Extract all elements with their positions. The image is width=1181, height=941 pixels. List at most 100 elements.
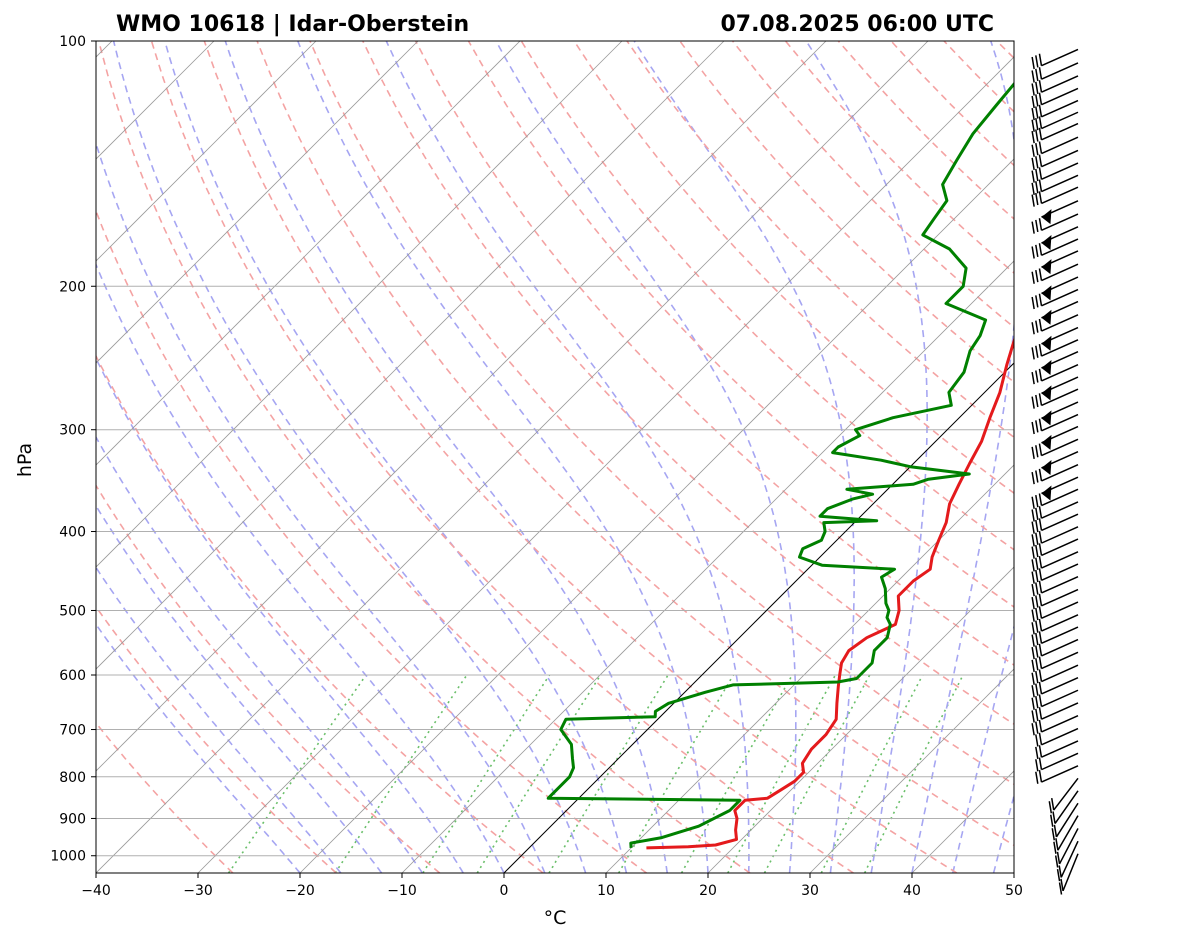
wind-barb-flag	[1035, 532, 1039, 545]
wind-barb-flag	[1038, 293, 1043, 306]
wind-barb-flag	[1038, 531, 1043, 544]
wind-barb-flag	[1035, 270, 1039, 283]
isotherm-line	[96, 41, 419, 364]
mixing-ratio-lines	[227, 674, 964, 873]
wind-barb-flag	[1035, 81, 1039, 94]
moist-adiabat	[96, 435, 424, 873]
wind-barb-flag	[1031, 421, 1035, 435]
wind-barb-flag	[1038, 343, 1043, 357]
wind-barb-staff	[1041, 575, 1079, 594]
wind-barb-staff	[1041, 651, 1079, 670]
wind-barb-staff	[1041, 263, 1079, 282]
wind-barb-flag	[1035, 394, 1039, 408]
wind-barb-flag	[1031, 396, 1035, 409]
wind-barb-flag	[1031, 144, 1035, 157]
wind-barb-flag	[1038, 179, 1043, 192]
moist-adiabat	[385, 41, 750, 873]
wind-barb-staff	[1041, 174, 1079, 193]
isotherm-line	[299, 158, 1014, 873]
dry-adiabat	[1155, 41, 1181, 873]
wind-barb-flag	[1031, 119, 1035, 132]
wind-barb-flag	[1035, 295, 1039, 308]
wind-barb-flag	[1035, 759, 1039, 772]
wind-barb-staff	[1041, 75, 1079, 93]
wind-barb-flag	[1031, 509, 1035, 522]
wind-barb-flag	[1038, 116, 1043, 129]
wind-barb-pennant	[1041, 235, 1052, 251]
wind-barb-staff	[1057, 815, 1079, 851]
wind-barb-flag	[1038, 681, 1043, 695]
wind-barb-flag	[1035, 420, 1039, 433]
wind-barb-staff	[1041, 314, 1079, 332]
wind-barb-flag	[1052, 811, 1056, 824]
moist-adiabat	[495, 41, 797, 873]
wind-barb-flag	[1031, 596, 1035, 610]
wind-barb-flag	[1038, 268, 1043, 281]
wind-barb-flag	[1038, 418, 1043, 431]
wind-barb-flag	[1035, 658, 1039, 671]
dry-adiabat	[96, 484, 441, 873]
wind-barb-flag	[1035, 645, 1039, 658]
wind-barb-staff	[1041, 149, 1079, 168]
wind-barb-flag	[1058, 882, 1063, 895]
mixing-ratio-line	[863, 674, 964, 873]
wind-barb-flag	[1031, 534, 1035, 547]
wind-barb-flag	[1031, 271, 1035, 284]
wind-barb-flag	[1031, 322, 1035, 335]
wind-barb-flag	[1038, 643, 1043, 657]
wind-barb-flag	[1038, 493, 1043, 506]
isotherm-line	[1013, 872, 1014, 873]
wind-barb-flag	[1035, 595, 1039, 608]
moist-adiabat	[297, 41, 709, 873]
wind-barb-flag	[1031, 372, 1035, 385]
wind-barb-staff	[1062, 853, 1079, 892]
x-tick-label: −20	[285, 883, 315, 899]
wind-barb-flag	[1038, 568, 1043, 581]
wind-barb-pennant	[1041, 309, 1052, 325]
dry-adiabats	[96, 41, 1181, 873]
wind-barb-staff	[1055, 802, 1079, 838]
wind-barb-flag	[1035, 721, 1039, 734]
mixing-ratio-line	[727, 674, 837, 873]
wind-barb-flag	[1031, 496, 1035, 509]
y-tick-label: 300	[59, 423, 86, 439]
isotherm-line	[96, 41, 827, 772]
y-tick-label: 100	[59, 34, 86, 50]
wind-barb-flag	[1035, 345, 1039, 358]
wind-barb-flag	[1031, 182, 1035, 195]
y-tick-label: 900	[59, 811, 86, 827]
wind-barb-staff	[1041, 563, 1079, 582]
wind-barb-flag	[1035, 219, 1039, 233]
wind-barb-flag	[1035, 129, 1039, 142]
zero-degree-isotherm	[503, 362, 1014, 873]
dry-adiabat	[150, 41, 854, 873]
wind-barb-flag	[1049, 814, 1054, 827]
wind-barb-flag	[1031, 107, 1035, 121]
wind-barb-staff	[1041, 501, 1079, 519]
wind-barb-flag	[1031, 697, 1035, 710]
x-tick-label: −30	[183, 883, 213, 899]
wind-barb-staff	[1041, 48, 1079, 67]
wind-barb-flag	[1035, 683, 1039, 696]
wind-barb-flag	[1038, 555, 1043, 569]
wind-barb-flag	[1048, 801, 1053, 814]
wind-barb-flag	[1050, 797, 1055, 811]
wind-barb-pennant	[1041, 385, 1052, 401]
wind-barb-flag	[1035, 156, 1039, 169]
wind-barb-flag	[1035, 181, 1039, 194]
wind-barb-flag	[1031, 472, 1035, 485]
wind-barb-flag	[1031, 672, 1035, 685]
wind-barb-flag	[1038, 593, 1043, 606]
wind-barb-flag	[1035, 55, 1039, 68]
wind-barb-staff	[1041, 186, 1079, 205]
mixing-ratio-line	[680, 674, 793, 873]
x-tick-label: −40	[81, 883, 111, 899]
wind-barb-flag	[1038, 618, 1043, 632]
temperature-trace	[646, 336, 1014, 850]
wind-barb-staff	[1041, 601, 1079, 620]
y-tick-label: 800	[59, 770, 86, 786]
wind-barb-flag	[1038, 53, 1043, 66]
wind-barb-staff	[1041, 438, 1079, 457]
wind-barb-flag	[1035, 94, 1039, 107]
